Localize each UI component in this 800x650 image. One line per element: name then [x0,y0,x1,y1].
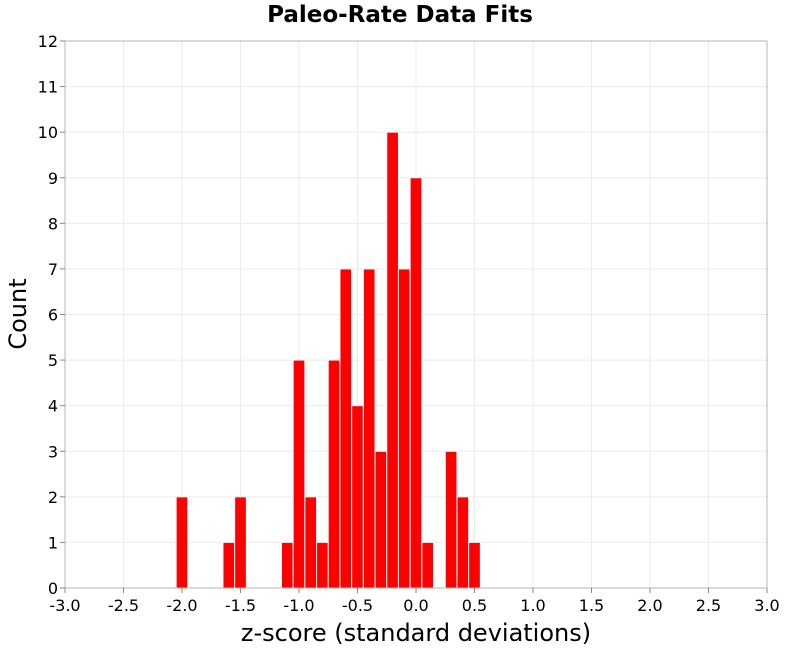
histogram-bar [397,268,411,589]
histogram-bar [409,177,423,589]
x-tick-label: -2.5 [108,596,139,615]
histogram-bar [421,541,435,589]
histogram-bars [175,131,481,589]
histogram-bar [444,450,458,589]
histogram-bar [316,541,329,589]
histogram-bar [386,131,399,589]
y-tick-label: 10 [38,123,58,142]
x-tick-label: 2.0 [637,596,662,615]
y-tick-label: 9 [48,169,58,188]
y-tick-label: 7 [48,260,58,279]
histogram-bar [374,450,388,589]
histogram-bar [456,496,470,589]
histogram-bar [339,268,353,589]
histogram-bar [280,541,294,589]
histogram-bar [327,359,341,589]
histogram-bar [175,496,189,589]
x-tick-label: -2.0 [166,596,197,615]
y-tick-label: 11 [38,78,58,97]
chart-title: Paleo-Rate Data Fits [267,2,533,28]
x-tick-label: -1.5 [225,596,256,615]
y-tick-label: 6 [48,306,58,325]
histogram-bar [351,405,364,589]
y-tick-label: 2 [48,488,58,507]
x-tick-label: 1.5 [579,596,604,615]
y-tick-label: 8 [48,214,58,233]
x-tick-label: -1.0 [283,596,314,615]
histogram-bar [362,268,376,589]
y-tick-label: 3 [48,442,58,461]
histogram-bar [468,541,481,589]
x-tick-label: 0.5 [462,596,487,615]
histogram-bar [234,496,247,589]
x-axis-title: z-score (standard deviations) [240,619,592,647]
y-tick-label: 12 [38,32,58,51]
y-tick-label: 5 [48,351,58,370]
x-tick-label: 3.0 [754,596,779,615]
x-tick-label: 0.0 [403,596,428,615]
x-tick-label: -0.5 [342,596,373,615]
y-tick-label: 4 [48,397,58,416]
x-tick-label: -3.0 [49,596,80,615]
histogram-bar [304,496,318,589]
x-tick-label: 1.0 [520,596,545,615]
histogram-bar [222,541,236,589]
histogram-bar [292,359,306,589]
y-tick-label: 0 [48,579,58,598]
x-tick-label: 2.5 [696,596,721,615]
y-tick-label: 1 [48,533,58,552]
